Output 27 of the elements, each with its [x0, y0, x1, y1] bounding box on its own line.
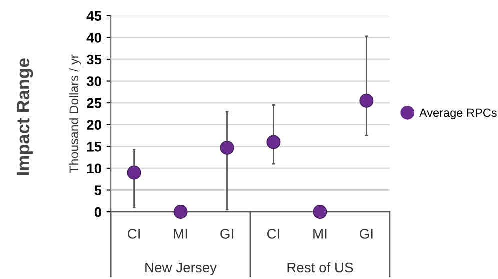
y-tick-label: 25	[87, 98, 102, 108]
y-tick-label: 45	[86, 11, 102, 22]
text: Impact Range	[17, 58, 34, 176]
point	[174, 205, 188, 220]
y-tick-label: 30	[86, 76, 102, 86]
point	[127, 166, 142, 180]
y-tick-label: 0	[94, 207, 102, 218]
point	[313, 205, 328, 220]
x-tick-label: CI	[267, 229, 280, 239]
y-tick-label: 5	[94, 186, 102, 196]
x-tick-label: GI	[360, 229, 373, 239]
legend-label: Average RPCs	[419, 108, 497, 120]
x-tick-label: MI	[174, 229, 188, 239]
y-tick-label: 10	[87, 164, 102, 174]
y-tick-label: 40	[86, 33, 102, 43]
text: New Jersey	[146, 262, 218, 276]
y-tick-label: 15	[87, 142, 102, 152]
x-tick-label: GI	[220, 229, 234, 239]
point	[360, 94, 374, 108]
x-tick-label: MI	[314, 229, 327, 239]
point	[220, 140, 234, 155]
text: Rest of US	[288, 262, 354, 273]
y-axis-title: Thousand Dollars / yr	[69, 54, 82, 174]
y-tick-label: 35	[86, 54, 102, 65]
y-tick-label: 20	[87, 120, 102, 130]
point	[266, 135, 281, 150]
x-tick-label: CI	[128, 229, 140, 239]
